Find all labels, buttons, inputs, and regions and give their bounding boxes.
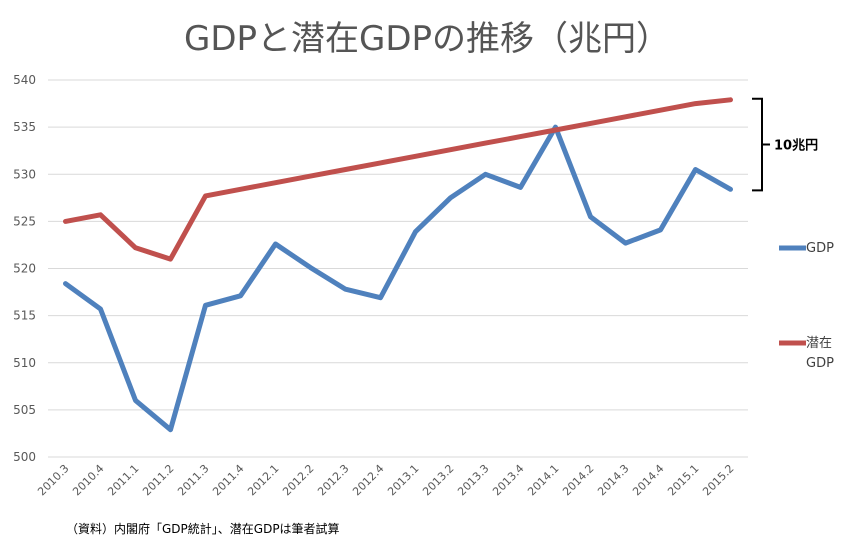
gap-annotation: 10兆円 [752, 97, 818, 192]
x-tick-label: 2011.1 [105, 462, 141, 498]
data-point [625, 242, 626, 244]
data-point [100, 308, 101, 310]
legend: GDP 潜在 GDP [779, 241, 834, 371]
data-point [730, 188, 731, 190]
y-tick-label: 540 [13, 73, 36, 87]
y-tick-label: 530 [13, 167, 36, 181]
x-tick-label: 2010.4 [70, 462, 106, 498]
data-point [345, 169, 346, 171]
data-point [590, 216, 591, 218]
data-point [65, 220, 66, 222]
y-tick-label: 510 [13, 356, 36, 370]
data-point [520, 136, 521, 138]
y-tick-label: 500 [13, 450, 36, 464]
data-point [415, 155, 416, 157]
legend-gdp-label: GDP [806, 241, 834, 256]
data-point [170, 429, 171, 431]
data-point [240, 295, 241, 297]
plot-area [63, 97, 733, 433]
data-point [450, 149, 451, 151]
data-point [450, 197, 451, 199]
x-tick-label: 2010.3 [35, 462, 71, 498]
data-point [625, 116, 626, 118]
data-point [555, 126, 556, 128]
x-tick-label: 2013.3 [455, 462, 491, 498]
data-point [65, 283, 66, 285]
x-tick-label: 2012.3 [315, 462, 351, 498]
x-tick-label: 2011.3 [175, 462, 211, 498]
chart-title: GDPと潜在GDPの推移（兆円） [184, 19, 670, 59]
x-tick-label: 2014.2 [560, 462, 596, 498]
data-point [520, 186, 521, 188]
x-axis: 2010.32010.42011.12011.22011.32011.42012… [35, 462, 736, 498]
x-tick-label: 2011.4 [210, 462, 246, 498]
y-tick-label: 515 [13, 309, 36, 323]
data-point [730, 99, 731, 101]
series-line-potential-gdp [63, 97, 733, 262]
data-point [695, 103, 696, 105]
x-tick-label: 2011.2 [140, 462, 176, 498]
y-tick-label: 520 [13, 262, 36, 276]
x-tick-label: 2013.4 [490, 462, 526, 498]
data-point [310, 267, 311, 269]
x-tick-label: 2014.3 [595, 462, 631, 498]
data-point [170, 258, 171, 260]
x-tick-label: 2015.1 [665, 462, 701, 498]
x-tick-label: 2014.4 [630, 462, 666, 498]
x-tick-label: 2015.2 [700, 462, 736, 498]
data-point [135, 247, 136, 249]
data-point [275, 182, 276, 184]
data-point [100, 214, 101, 216]
data-point [590, 122, 591, 124]
x-tick-label: 2013.2 [420, 462, 456, 498]
data-point [345, 288, 346, 290]
data-point [485, 173, 486, 175]
data-point [240, 188, 241, 190]
data-point [380, 162, 381, 164]
data-point [415, 231, 416, 233]
y-tick-label: 525 [13, 214, 36, 228]
x-tick-label: 2014.1 [525, 462, 561, 498]
data-point [205, 304, 206, 306]
data-point [205, 195, 206, 197]
data-point [275, 243, 276, 245]
y-tick-label: 505 [13, 403, 36, 417]
gap-label: 10兆円 [774, 138, 818, 154]
data-point [660, 109, 661, 111]
x-tick-label: 2012.4 [350, 462, 386, 498]
data-point [310, 175, 311, 177]
source-note: （資料）内閣府「GDP統計」、潜在GDPは筆者試算 [66, 521, 340, 536]
x-tick-label: 2013.1 [385, 462, 421, 498]
series-line-gdp [63, 124, 733, 433]
y-tick-label: 535 [13, 120, 36, 134]
data-point [485, 142, 486, 144]
y-axis: 500 505 510 515 520 525 530 535 540 [13, 73, 36, 464]
data-point [660, 229, 661, 231]
gap-bracket [752, 97, 770, 192]
x-tick-label: 2012.1 [245, 462, 281, 498]
data-point [135, 399, 136, 401]
data-point [695, 169, 696, 171]
data-point [380, 297, 381, 299]
data-point [555, 129, 556, 131]
x-tick-label: 2012.2 [280, 462, 316, 498]
legend-potential-gdp-label-line1: 潜在 [806, 336, 832, 351]
legend-potential-gdp-label-line2: GDP [806, 356, 834, 371]
